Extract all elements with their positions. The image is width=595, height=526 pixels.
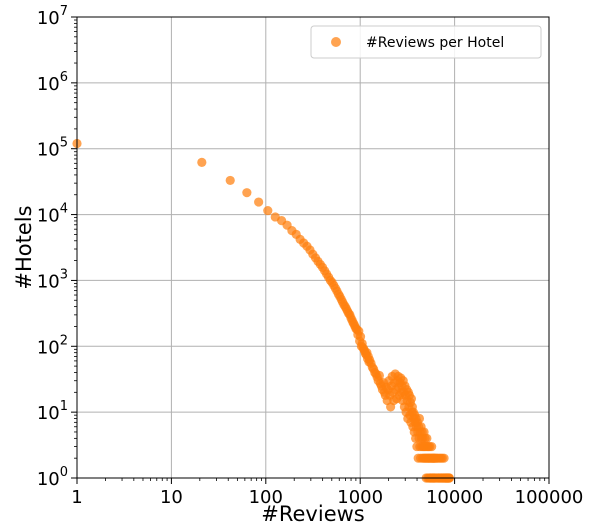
y-tick-label: 106 xyxy=(37,70,68,95)
x-tick-label: 100000 xyxy=(515,487,584,508)
y-tick-label: 102 xyxy=(37,333,68,358)
y-tick-label: 104 xyxy=(37,202,68,227)
legend-marker xyxy=(331,37,341,47)
y-tick-label: 100 xyxy=(37,465,68,490)
x-tick-label: 1000 xyxy=(337,487,383,508)
data-point xyxy=(414,413,425,424)
y-tick-labels: 100 101 102 103 104 105 106 107 xyxy=(37,4,68,490)
data-point xyxy=(406,394,416,404)
data-point xyxy=(225,175,235,186)
data-point xyxy=(254,197,264,207)
data-point xyxy=(422,433,432,443)
x-tick-label: 10 xyxy=(160,487,183,508)
data-point xyxy=(355,332,366,342)
x-tick-labels: 1 10 100 1000 10000 100000 xyxy=(71,487,583,508)
y-tick-label: 101 xyxy=(37,399,68,424)
y-tick-label: 105 xyxy=(37,136,68,161)
x-tick-label: 10000 xyxy=(426,487,483,508)
y-axis-label: #Hotels xyxy=(12,205,36,289)
plot-frame xyxy=(76,16,550,479)
data-point xyxy=(439,453,449,463)
x-tick-label: 100 xyxy=(249,487,283,508)
y-tick-label: 107 xyxy=(37,4,68,29)
legend-box xyxy=(310,25,542,59)
data-point xyxy=(263,205,273,216)
data-point xyxy=(374,370,384,381)
x-axis-label: #Reviews xyxy=(261,502,364,526)
data-point xyxy=(197,157,207,167)
y-tick-label: 103 xyxy=(37,267,68,292)
data-point xyxy=(242,188,252,198)
data-point xyxy=(427,441,437,452)
x-tick-label: 1 xyxy=(71,487,82,508)
legend-label: #Reviews per Hotel xyxy=(366,35,504,51)
legend: #Reviews per Hotel xyxy=(310,25,542,59)
major-ticks xyxy=(71,16,550,484)
